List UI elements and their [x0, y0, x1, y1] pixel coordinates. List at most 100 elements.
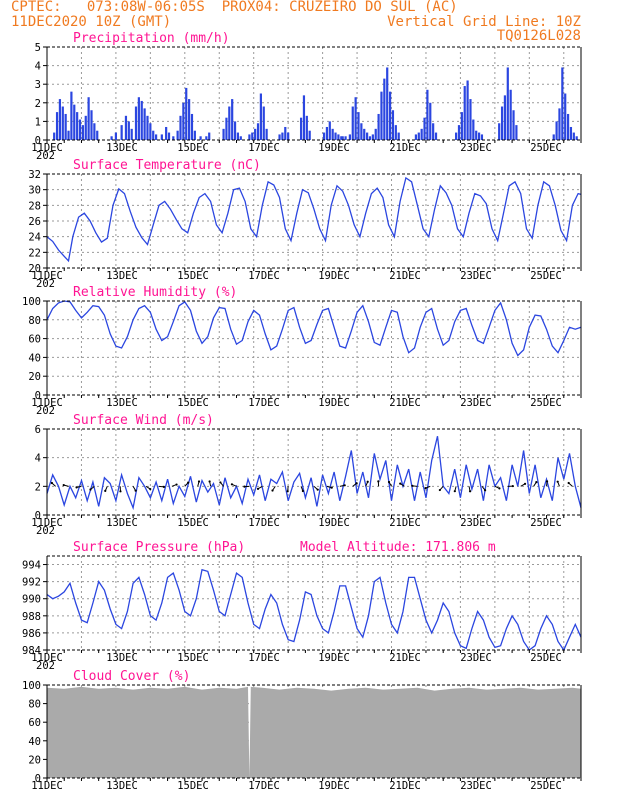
- precip-bar: [222, 128, 225, 140]
- precip-bar: [354, 97, 357, 140]
- date-label: 13DEC: [106, 517, 138, 529]
- y-tick-label: 40: [28, 352, 41, 364]
- precip-bar: [114, 132, 118, 140]
- precip-bar: [96, 130, 99, 140]
- wind-title: Surface Wind (m/s): [73, 413, 214, 428]
- temperature-title: Surface Temperature (nC): [73, 158, 261, 173]
- y-tick-label: 4: [35, 61, 41, 73]
- precip-bar: [152, 130, 155, 140]
- precip-bar: [149, 123, 152, 140]
- wind-arrowhead: [535, 481, 538, 484]
- date-label: 23DEC: [460, 270, 492, 282]
- header-grid-note: Vertical Grid Line: 10Z: [387, 14, 581, 30]
- precip-bar: [284, 126, 287, 140]
- precip-bar: [555, 121, 558, 140]
- precip-bar: [334, 132, 337, 140]
- header-line1: CPTEC: 073:08W-06:05S PROX04: CRUZEIRO D…: [11, 0, 458, 15]
- precip-bar: [575, 136, 578, 140]
- precip-bar: [262, 106, 265, 140]
- cloud-cover-title: Cloud Cover (%): [73, 669, 190, 684]
- precip-bar: [371, 134, 374, 140]
- wind-arrowhead: [511, 484, 514, 488]
- date-label: 21DEC: [389, 780, 421, 792]
- date-label: 13DEC: [106, 397, 138, 409]
- precip-bar: [225, 117, 228, 140]
- precip-bar: [463, 86, 466, 140]
- precip-bar: [110, 136, 113, 140]
- precip-bar: [143, 108, 146, 140]
- precip-bar: [515, 125, 518, 140]
- precip-bar: [457, 125, 461, 140]
- y-tick-label: 5: [35, 42, 41, 54]
- date-label: 21DEC: [389, 517, 421, 529]
- wind-arrowhead: [62, 483, 65, 487]
- wind-arrowhead: [498, 487, 501, 490]
- wind-arrowhead: [230, 483, 234, 486]
- precip-bar: [248, 134, 251, 140]
- wind-arrowhead: [523, 482, 527, 485]
- precip-bar: [432, 123, 435, 140]
- wind-arrowhead: [411, 484, 414, 487]
- y-tick-label: 986: [22, 628, 41, 640]
- precip-bar: [480, 134, 484, 140]
- precip-bar: [366, 132, 369, 140]
- pressure-title: Surface Pressure (hPa): [73, 540, 245, 555]
- precip-bar: [341, 136, 344, 140]
- wind-arrowhead: [75, 486, 78, 489]
- y-tick-label: 26: [28, 216, 41, 228]
- precip-bar: [58, 99, 62, 140]
- precip-bar: [374, 128, 377, 140]
- wind-arrowhead: [197, 480, 201, 483]
- date-label: 11DEC: [31, 142, 63, 154]
- wind-arrowhead: [377, 480, 380, 483]
- cloud-area: [47, 686, 581, 778]
- wind-arrowhead: [219, 481, 222, 484]
- y-tick-label: 6: [35, 424, 41, 436]
- y-tick-label: 20: [28, 754, 41, 766]
- precip-bar: [434, 132, 438, 140]
- wind-arrowhead: [89, 488, 92, 491]
- wind-panel: 0 2 4 6 11DEC 13DEC 15DEC 17DEC 19DEC 21DEC 23DEC 2…: [31, 413, 582, 537]
- precip-bar: [287, 132, 290, 140]
- precip-bar: [81, 125, 84, 140]
- precip-bar: [500, 106, 504, 140]
- y-tick-label: 32: [28, 169, 41, 181]
- date-label: 21DEC: [389, 652, 421, 664]
- wind-arrowhead: [208, 480, 211, 483]
- precip-bar: [182, 102, 185, 140]
- header-date: 11DEC2020 10Z (GMT): [11, 14, 172, 30]
- wind-arrowhead: [453, 490, 456, 493]
- y-tick-label: 24: [28, 232, 41, 244]
- precip-bar: [70, 91, 73, 140]
- y-tick-label: 994: [22, 560, 41, 572]
- y-tick-label: 990: [22, 594, 41, 606]
- pressure-panel: 984 986 988 990 992 994 11DEC 13DEC 15DEC 17DEC 19…: [22, 540, 582, 672]
- precip-bar: [308, 130, 311, 140]
- date-label: 19DEC: [318, 270, 350, 282]
- precipitation-title: Precipitation (mm/h): [73, 31, 230, 46]
- date-label: 15DEC: [177, 517, 209, 529]
- y-tick-label: 984: [22, 645, 41, 657]
- precip-bar: [137, 97, 140, 140]
- precip-bar: [305, 115, 308, 140]
- date-label: 11DEC: [31, 780, 63, 792]
- wind-arrowhead: [286, 490, 289, 493]
- wind-arrowhead: [104, 489, 107, 493]
- precip-bar: [561, 67, 564, 140]
- wind-arrowhead: [366, 480, 369, 483]
- precip-bar: [388, 91, 392, 140]
- precip-bar: [53, 132, 56, 140]
- precip-bar: [251, 132, 254, 140]
- precip-bar: [429, 102, 432, 140]
- date-label: 13DEC: [106, 652, 138, 664]
- date-label: 15DEC: [177, 270, 209, 282]
- precip-bar: [233, 121, 237, 140]
- precip-bar: [340, 136, 343, 140]
- y-tick-label: 1: [35, 116, 41, 128]
- date-label: 25DEC: [530, 517, 562, 529]
- date-label-cut: 202: [36, 525, 55, 537]
- precip-bar: [414, 134, 418, 140]
- precip-bar: [228, 106, 231, 140]
